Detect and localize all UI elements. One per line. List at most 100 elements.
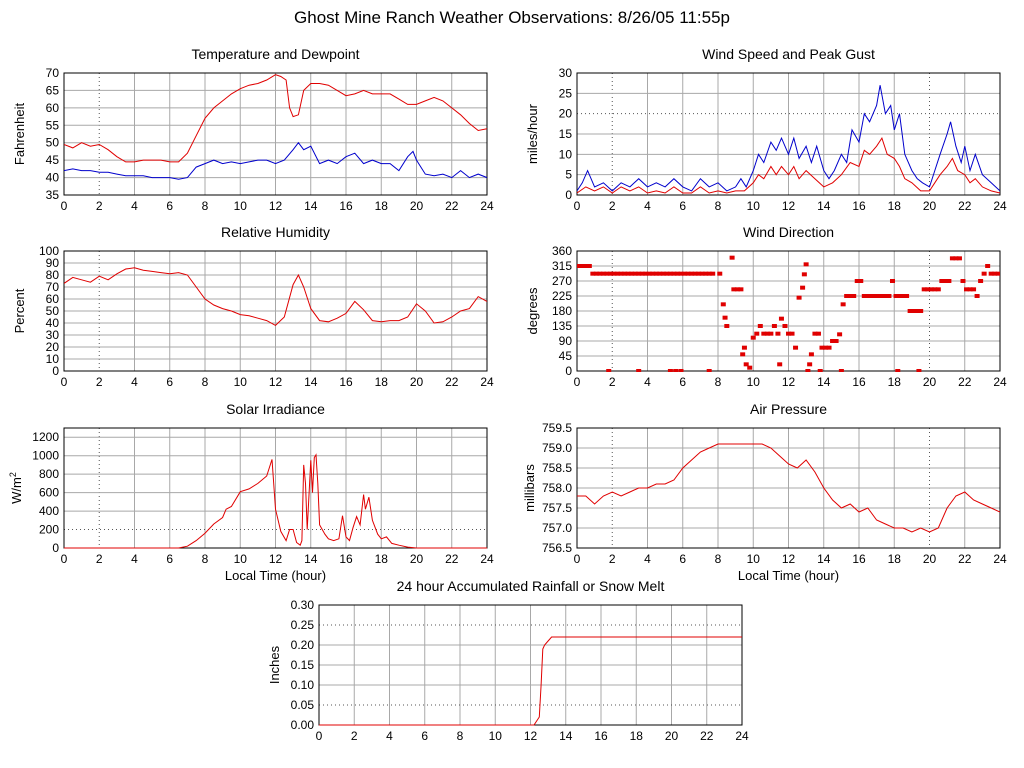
data-point xyxy=(671,271,677,276)
data-point xyxy=(805,369,811,372)
y-tick-label: 757.5 xyxy=(542,501,572,515)
x-tick-label: 2 xyxy=(609,552,616,566)
data-point xyxy=(629,271,635,276)
x-axis-label: Local Time (hour) xyxy=(225,568,326,583)
x-tick-label: 2 xyxy=(96,199,103,213)
data-point xyxy=(657,271,663,276)
y-tick-label: 0.30 xyxy=(291,598,315,612)
x-tick-label: 24 xyxy=(735,729,749,743)
x-tick-label: 8 xyxy=(202,199,209,213)
data-point xyxy=(710,271,716,276)
x-tick-label: 6 xyxy=(421,729,428,743)
x-tick-label: 14 xyxy=(817,552,831,566)
x-tick-label: 6 xyxy=(679,552,686,566)
y-tick-label: 50 xyxy=(46,136,60,150)
y-axis-label: Percent xyxy=(12,288,27,333)
data-point xyxy=(674,271,680,276)
y-tick-label: 15 xyxy=(559,127,573,141)
data-point xyxy=(689,271,695,276)
data-point xyxy=(664,271,670,276)
y-tick-label: 759.0 xyxy=(542,441,572,455)
y-tick-label: 0.05 xyxy=(291,698,315,712)
y-tick-label: 1000 xyxy=(32,449,59,463)
data-point xyxy=(914,309,920,313)
chart-title: Wind Direction xyxy=(743,224,834,240)
y-tick-label: 70 xyxy=(46,66,60,80)
data-point xyxy=(786,331,791,336)
data-point xyxy=(953,256,959,261)
y-tick-label: 0 xyxy=(565,364,572,378)
data-point xyxy=(837,332,843,337)
data-point xyxy=(904,294,910,298)
y-tick-label: 0 xyxy=(52,364,59,378)
x-tick-label: 20 xyxy=(410,552,424,566)
data-point xyxy=(823,345,829,350)
y-tick-label: 225 xyxy=(552,289,572,303)
y-tick-label: 80 xyxy=(46,268,60,282)
y-tick-label: 0 xyxy=(52,541,59,555)
data-point xyxy=(889,279,895,283)
x-tick-label: 4 xyxy=(131,375,138,389)
data-point xyxy=(593,271,599,276)
chart-title: Air Pressure xyxy=(750,401,827,417)
x-tick-label: 2 xyxy=(609,375,616,389)
data-point xyxy=(838,369,844,372)
data-point xyxy=(667,271,673,276)
data-point xyxy=(819,345,825,350)
x-tick-label: 6 xyxy=(166,552,173,566)
data-point xyxy=(911,309,917,313)
x-tick-label: 10 xyxy=(747,375,761,389)
data-point xyxy=(879,294,885,298)
chart-title: Temperature and Dewpoint xyxy=(191,46,359,62)
rainfall-chart: 0 2 4 6 8 10 12 14 16 18 20 22 240.000.050.100.150.2… xyxy=(267,578,749,743)
x-tick-label: 6 xyxy=(679,199,686,213)
x-tick-label: 12 xyxy=(782,375,796,389)
y-tick-label: 758.0 xyxy=(542,481,572,495)
x-tick-label: 4 xyxy=(131,552,138,566)
data-point xyxy=(653,271,659,276)
y-tick-label: 40 xyxy=(46,316,60,330)
y-tick-label: 30 xyxy=(559,66,573,80)
data-point xyxy=(757,324,763,328)
pressure-chart: 0 2 4 6 8 10 12 14 16 18 20 22 24756.5757.0757.5758.… xyxy=(522,401,1007,583)
data-point xyxy=(632,271,638,276)
x-tick-label: 0 xyxy=(316,729,323,743)
data-point xyxy=(729,255,735,260)
data-point xyxy=(949,256,955,261)
data-point xyxy=(636,271,642,276)
series-line-red xyxy=(319,636,742,726)
data-point xyxy=(625,271,631,276)
data-point xyxy=(967,287,973,292)
data-point xyxy=(886,294,892,298)
y-tick-label: 40 xyxy=(46,171,60,185)
data-point xyxy=(731,287,737,292)
x-tick-label: 20 xyxy=(410,199,424,213)
x-tick-label: 4 xyxy=(386,729,393,743)
data-point xyxy=(793,345,799,350)
data-point xyxy=(844,294,850,298)
y-tick-label: 45 xyxy=(559,349,573,363)
x-tick-label: 10 xyxy=(234,552,248,566)
x-tick-label: 16 xyxy=(852,552,866,566)
x-tick-label: 22 xyxy=(445,375,459,389)
y-tick-label: 70 xyxy=(46,280,60,294)
x-tick-label: 8 xyxy=(202,375,209,389)
data-point xyxy=(754,331,760,336)
x-tick-label: 2 xyxy=(351,729,358,743)
y-tick-label: 800 xyxy=(39,467,59,481)
series-line-blue xyxy=(577,85,1000,192)
x-tick-label: 12 xyxy=(269,199,283,213)
data-point xyxy=(650,271,656,276)
data-point xyxy=(978,279,984,283)
x-tick-label: 16 xyxy=(339,552,353,566)
data-point xyxy=(771,324,777,328)
data-point xyxy=(577,264,582,268)
data-point xyxy=(678,271,684,276)
data-point xyxy=(747,365,753,370)
x-tick-label: 2 xyxy=(96,552,103,566)
data-point xyxy=(992,271,998,276)
data-point xyxy=(921,287,927,292)
y-tick-label: 10 xyxy=(46,352,60,366)
data-point xyxy=(692,271,698,276)
